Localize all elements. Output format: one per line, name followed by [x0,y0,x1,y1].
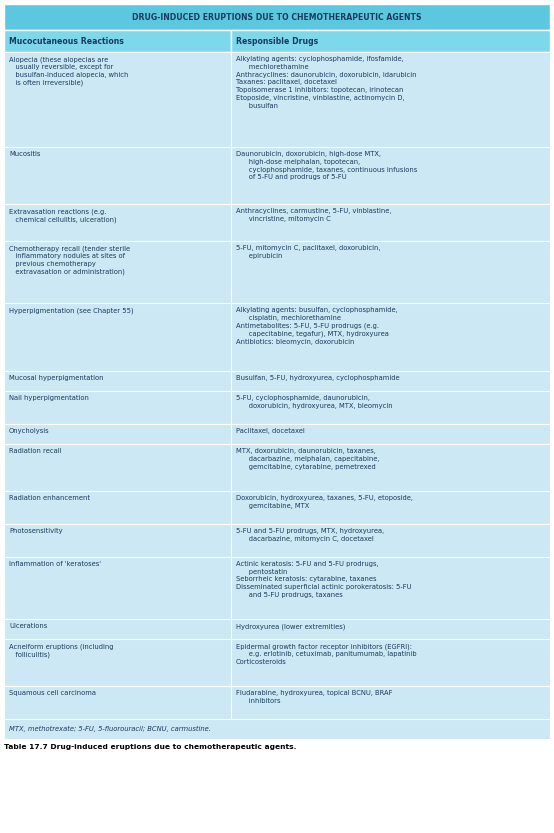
Text: Hyperpigmentation (see Chapter 55): Hyperpigmentation (see Chapter 55) [9,307,134,313]
Text: Chemotherapy recall (tender sterile
   inflammatory nodules at sites of
   previ: Chemotherapy recall (tender sterile infl… [9,245,130,275]
Bar [230,241,550,303]
Text: Squamous cell carcinoma: Squamous cell carcinoma [9,690,96,696]
Bar [230,444,550,491]
Text: Mucocutaneous Reactions: Mucocutaneous Reactions [9,37,124,46]
Text: Anthracyclines, carmustine, 5-FU, vinblastine,
      vincristine, mitomycin C: Anthracyclines, carmustine, 5-FU, vinbla… [235,208,391,222]
Text: Hydroxyurea (lower extremities): Hydroxyurea (lower extremities) [235,623,345,630]
Bar [4,52,230,147]
Text: Actinic keratosis: 5-FU and 5-FU prodrugs,
      pentostatin
Seborrheic keratosi: Actinic keratosis: 5-FU and 5-FU prodrug… [235,561,411,598]
Text: Paclitaxel, docetaxel: Paclitaxel, docetaxel [235,428,304,434]
Bar [230,639,550,686]
Text: Onycholysis: Onycholysis [9,428,50,434]
Text: 5-FU, cyclophosphamide, daunorubicin,
      doxorubicin, hydroxyurea, MTX, bleom: 5-FU, cyclophosphamide, daunorubicin, do… [235,395,392,409]
Text: Extravasation reactions (e.g.
   chemical cellulitis, ulceration): Extravasation reactions (e.g. chemical c… [9,208,117,222]
Bar [230,619,550,639]
Bar [4,391,230,424]
Bar [4,619,230,639]
Bar [4,557,230,619]
Text: Photosensitivity: Photosensitivity [9,528,63,534]
Text: 5-FU, mitomycin C, paclitaxel, doxorubicin,
      epirubicin: 5-FU, mitomycin C, paclitaxel, doxorubic… [235,245,380,259]
Bar [4,491,230,524]
Bar [230,491,550,524]
Bar [4,30,230,52]
Text: Alkylating agents: cyclophosphamide, ifosfamide,
      mechlorethamine
Anthracyc: Alkylating agents: cyclophosphamide, ifo… [235,56,416,108]
Bar [230,557,550,619]
Text: Alopecia (these alopecias are
   usually reversible, except for
   busulfan-indu: Alopecia (these alopecias are usually re… [9,56,129,87]
Text: Table 17.7 Drug-induced eruptions due to chemotherapeutic agents.: Table 17.7 Drug-induced eruptions due to… [4,744,296,750]
Bar [230,52,550,147]
Text: Nail hyperpigmentation: Nail hyperpigmentation [9,395,89,401]
Text: Mucositis: Mucositis [9,151,40,157]
Text: Responsible Drugs: Responsible Drugs [235,37,318,46]
Text: Inflammation of 'keratoses': Inflammation of 'keratoses' [9,561,101,567]
Text: Daunorubicin, doxorubicin, high-dose MTX,
      high-dose melphalan, topotecan,
: Daunorubicin, doxorubicin, high-dose MTX… [235,151,417,180]
Bar [4,524,230,557]
Text: Radiation enhancement: Radiation enhancement [9,495,90,501]
Bar [230,303,550,371]
Bar [4,147,230,204]
Bar [4,303,230,371]
Bar [230,686,550,719]
Bar [4,444,230,491]
Text: DRUG-INDUCED ERUPTIONS DUE TO CHEMOTHERAPEUTIC AGENTS: DRUG-INDUCED ERUPTIONS DUE TO CHEMOTHERA… [132,12,422,22]
Bar [230,147,550,204]
Text: MTX, doxorubicin, daunorubicin, taxanes,
      dacarbazine, melphalan, capecitab: MTX, doxorubicin, daunorubicin, taxanes,… [235,448,379,470]
Bar [230,524,550,557]
Bar [230,424,550,444]
Bar [4,639,230,686]
Bar [4,204,230,241]
Bar [4,686,230,719]
Text: Radiation recall: Radiation recall [9,448,61,454]
Bar [4,371,230,391]
Bar [4,4,550,30]
Text: Busulfan, 5-FU, hydroxyurea, cyclophosphamide: Busulfan, 5-FU, hydroxyurea, cyclophosph… [235,375,399,381]
Bar [230,391,550,424]
Bar [230,204,550,241]
Text: Mucosal hyperpigmentation: Mucosal hyperpigmentation [9,375,104,381]
Text: Fludarabine, hydroxyurea, topical BCNU, BRAF
      inhibitors: Fludarabine, hydroxyurea, topical BCNU, … [235,690,392,704]
Text: Epidermal growth factor receptor inhibitors (EGFRI):
      e.g. erlotinib, cetux: Epidermal growth factor receptor inhibit… [235,643,416,665]
Bar [4,424,230,444]
Bar [4,241,230,303]
Text: MTX, methotrexate; 5-FU, 5-fluorouracil; BCNU, carmustine.: MTX, methotrexate; 5-FU, 5-fluorouracil;… [9,726,211,732]
Bar [230,30,550,52]
Bar [230,371,550,391]
Text: Doxorubicin, hydroxyurea, taxanes, 5-FU, etoposide,
      gemcitabine, MTX: Doxorubicin, hydroxyurea, taxanes, 5-FU,… [235,495,413,509]
Text: Acneiform eruptions (including
   folliculitis): Acneiform eruptions (including folliculi… [9,643,114,658]
Text: Alkylating agents: busulfan, cyclophosphamide,
      cisplatin, mechlorethamine
: Alkylating agents: busulfan, cyclophosph… [235,307,397,345]
Text: 5-FU and 5-FU prodrugs, MTX, hydroxyurea,
      dacarbazine, mitomycin C, doceta: 5-FU and 5-FU prodrugs, MTX, hydroxyurea… [235,528,384,541]
Text: Ulcerations: Ulcerations [9,623,47,629]
Bar [4,719,550,739]
